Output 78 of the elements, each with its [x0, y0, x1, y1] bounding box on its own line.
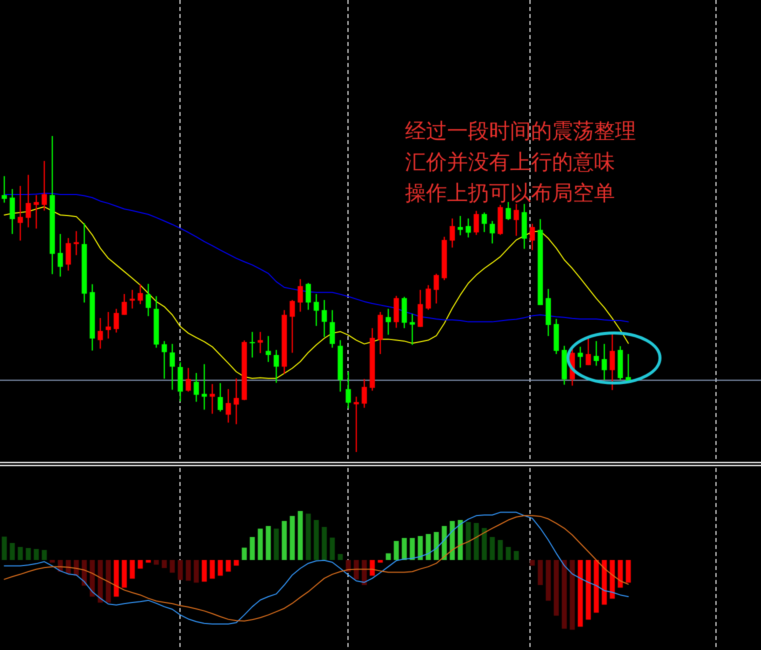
bar [538, 560, 543, 586]
bar [602, 560, 607, 605]
bar [154, 560, 159, 565]
bar [306, 514, 311, 560]
bar [90, 560, 95, 597]
bar [274, 528, 279, 560]
bar [226, 560, 231, 572]
bar [370, 560, 375, 576]
bar [386, 553, 391, 560]
bar [298, 511, 303, 560]
bar [146, 560, 151, 563]
bar [418, 536, 423, 560]
bar [434, 532, 439, 560]
bar [466, 522, 471, 560]
bar [234, 560, 239, 566]
bar [410, 538, 415, 560]
bar [194, 560, 199, 583]
bar [426, 534, 431, 560]
bar [346, 560, 351, 572]
bar [250, 537, 255, 560]
bar [26, 548, 31, 560]
bar [258, 528, 263, 560]
bar [178, 560, 183, 580]
bar [554, 560, 559, 616]
bar [170, 560, 175, 573]
bar [186, 560, 191, 581]
bar [530, 560, 535, 566]
bar [498, 540, 503, 560]
bar [338, 554, 343, 560]
bar [98, 560, 103, 603]
bar [626, 560, 631, 583]
bar [162, 560, 167, 568]
bar [618, 560, 623, 588]
bar [442, 526, 447, 560]
bar [378, 560, 383, 563]
bar [210, 560, 215, 579]
bar [458, 520, 463, 560]
bar [130, 560, 135, 579]
bar [546, 560, 551, 601]
bar [578, 560, 583, 627]
bar [322, 526, 327, 560]
bar [242, 548, 247, 560]
bar [10, 542, 15, 560]
bar [354, 560, 359, 580]
annotation: 汇价并没有上行的意味 [405, 150, 615, 174]
bar [362, 560, 367, 586]
bar [314, 520, 319, 560]
bar [106, 560, 111, 603]
annotation: 经过一段时间的震荡整理 [405, 119, 636, 143]
bar [122, 560, 127, 588]
bar [450, 520, 455, 560]
bar [330, 538, 335, 560]
bar [114, 560, 119, 597]
bar [202, 560, 207, 582]
bar [18, 546, 23, 560]
bar [490, 537, 495, 560]
bar [402, 538, 407, 560]
bar [2, 536, 7, 560]
bar [514, 551, 519, 560]
bar [50, 560, 55, 563]
bar [586, 560, 591, 620]
annotation: 操作上扔可以布局空单 [405, 181, 615, 205]
bar [570, 560, 575, 630]
bar [42, 550, 47, 560]
bar [562, 560, 567, 629]
bar [218, 560, 223, 576]
bar [138, 560, 143, 569]
bar [594, 560, 599, 613]
bar [506, 546, 511, 560]
bar [266, 526, 271, 560]
bar [66, 560, 71, 574]
bar [282, 520, 287, 560]
bar [482, 528, 487, 560]
bar [34, 548, 39, 560]
bar [290, 516, 295, 560]
bar [610, 560, 615, 599]
bar [394, 540, 399, 560]
bar [474, 522, 479, 560]
